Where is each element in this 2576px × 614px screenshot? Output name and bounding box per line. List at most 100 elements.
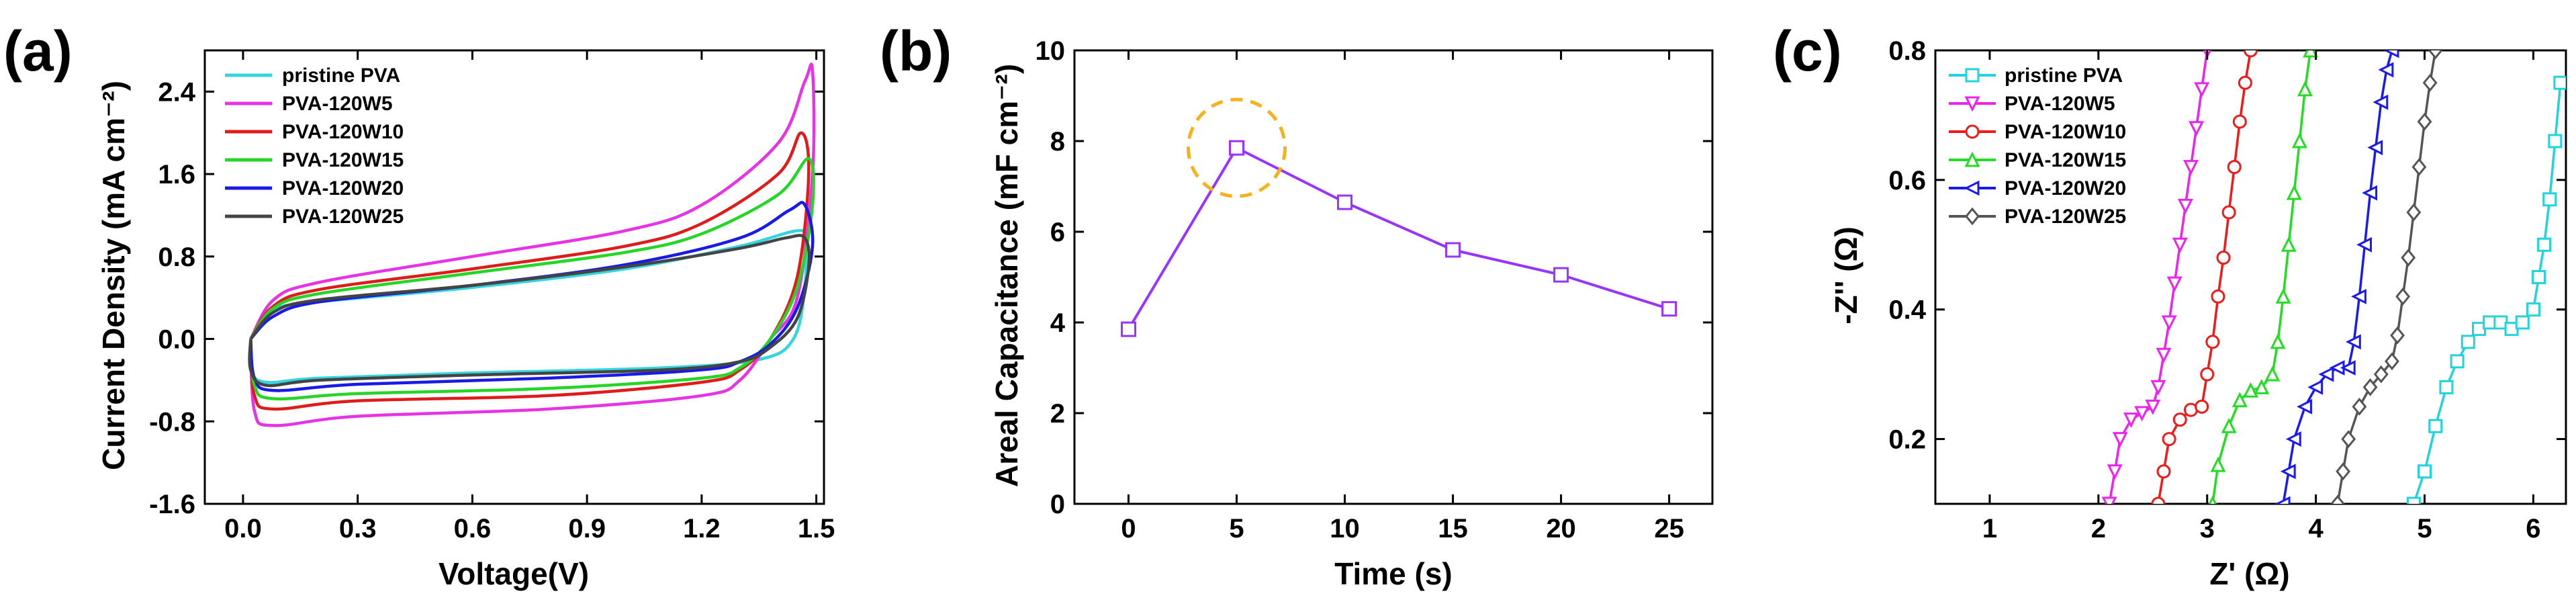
nyquist-point-4-8 bbox=[2345, 334, 2361, 350]
nyquist-point-2-14 bbox=[2244, 50, 2258, 58]
cv-loop-5 bbox=[248, 234, 811, 388]
nyquist-point-2-5 bbox=[2195, 399, 2209, 414]
x-tick-label: 3 bbox=[2200, 514, 2215, 543]
legend-marker-c-2 bbox=[1965, 124, 1980, 139]
nyquist-point-1-0 bbox=[2101, 496, 2117, 504]
nyquist-point-5-14 bbox=[2428, 50, 2443, 60]
nyquist-point-1-14 bbox=[2194, 82, 2210, 98]
nyquist-point-0-3 bbox=[2439, 380, 2454, 394]
nyquist-point-5-10 bbox=[2406, 203, 2422, 222]
nyquist-point-0-5 bbox=[2460, 335, 2475, 349]
nyquist-point-4-13 bbox=[2373, 94, 2389, 110]
nyquist-point-5-12 bbox=[2417, 112, 2432, 131]
legend-marker-c-0 bbox=[1965, 68, 1980, 83]
nyquist-point-2-8 bbox=[2211, 289, 2225, 304]
nyquist-point-4-15 bbox=[2383, 50, 2399, 58]
capacitance-line bbox=[1127, 146, 1670, 331]
nyquist-point-2-10 bbox=[2221, 205, 2236, 220]
y-tick-label: 0.0 bbox=[158, 325, 195, 355]
nyquist-point-4-12 bbox=[2367, 140, 2383, 156]
y-tick-label: -1.6 bbox=[149, 490, 195, 519]
nyquist-point-3-11 bbox=[2291, 132, 2307, 148]
nyquist-point-1-9 bbox=[2166, 276, 2182, 292]
legend-label-c: PVA-120W10 bbox=[2005, 121, 2126, 143]
nyquist-point-4-9 bbox=[2351, 289, 2366, 304]
nyquist-point-2-13 bbox=[2238, 75, 2252, 90]
nyquist-point-5-7 bbox=[2390, 326, 2405, 345]
panel-label-b: (b) bbox=[880, 19, 952, 83]
capacitance-point-1 bbox=[1229, 140, 1245, 156]
plot-frame-c bbox=[1934, 49, 2567, 505]
y-tick-label: 0.6 bbox=[1888, 166, 1926, 195]
x-tick-label: 0.0 bbox=[224, 514, 262, 543]
nyquist-point-5-1 bbox=[2336, 462, 2351, 481]
nyquist-point-4-10 bbox=[2356, 236, 2372, 253]
nyquist-point-1-13 bbox=[2189, 121, 2204, 137]
y-axis-title-a: Current Density (mA cm⁻²) bbox=[96, 81, 131, 470]
legend-label-c: PVA-120W25 bbox=[2005, 206, 2126, 228]
x-tick-label: 4 bbox=[2309, 514, 2324, 543]
x-tick-label: 5 bbox=[2417, 514, 2432, 543]
nyquist-point-0-16 bbox=[2553, 75, 2566, 90]
x-tick-label: 15 bbox=[1438, 514, 1468, 543]
nyquist-point-3-1 bbox=[2210, 456, 2226, 472]
nyquist-point-4-5 bbox=[2318, 366, 2334, 382]
nyquist-line-1 bbox=[2108, 50, 2209, 504]
nyquist-point-2-0 bbox=[2151, 496, 2166, 504]
y-tick-label: 0 bbox=[1050, 490, 1065, 519]
y-tick-label: 6 bbox=[1050, 218, 1065, 247]
panel-a-cv-chart: (a) 0.0 0.3 0.6 0.9 1.2 1.5 -1.6 -0.8 0.0 0.8 1.6 2… bbox=[3, 19, 835, 591]
nyquist-point-5-9 bbox=[2401, 249, 2416, 267]
nyquist-point-3-6 bbox=[2264, 365, 2281, 382]
nyquist-point-1-2 bbox=[2112, 432, 2128, 447]
nyquist-point-4-7 bbox=[2340, 360, 2356, 376]
y-axis-title-b: Areal Capacitance (mF cm⁻²) bbox=[989, 64, 1024, 487]
nyquist-point-1-7 bbox=[2156, 347, 2172, 363]
nyquist-line-0 bbox=[2412, 83, 2562, 504]
nyquist-point-0-15 bbox=[2548, 134, 2563, 148]
plot-frame-a bbox=[203, 49, 825, 505]
capacitance-point-4 bbox=[1553, 267, 1569, 283]
panel-label-c: (c) bbox=[1773, 19, 1842, 83]
legend-label-a: pristine PVA bbox=[282, 64, 400, 87]
nyquist-point-3-9 bbox=[2281, 236, 2297, 252]
nyquist-point-5-2 bbox=[2341, 430, 2356, 448]
x-tick-label: 10 bbox=[1330, 514, 1360, 543]
x-tick-label: 5 bbox=[1229, 514, 1244, 543]
capacitance-point-3 bbox=[1445, 242, 1461, 258]
x-tick-label: 6 bbox=[2526, 514, 2540, 543]
nyquist-point-1-1 bbox=[2107, 464, 2123, 480]
legend-label-a: PVA-120W20 bbox=[282, 177, 404, 200]
y-tick-label: 0.8 bbox=[1888, 36, 1926, 66]
nyquist-point-5-0 bbox=[2330, 494, 2345, 504]
x-tick-label: 20 bbox=[1546, 514, 1576, 543]
nyquist-point-2-11 bbox=[2227, 160, 2242, 175]
nyquist-point-5-5 bbox=[2373, 365, 2389, 384]
x-tick-label: 1 bbox=[1982, 514, 1997, 543]
legend-label-c: PVA-120W5 bbox=[2005, 93, 2115, 115]
nyquist-point-4-11 bbox=[2362, 185, 2378, 201]
x-tick-label: 0.6 bbox=[454, 514, 492, 543]
nyquist-point-1-3 bbox=[2123, 412, 2139, 428]
nyquist-point-3-7 bbox=[2270, 333, 2286, 349]
nyquist-point-3-12 bbox=[2297, 81, 2313, 97]
nyquist-point-3-3 bbox=[2232, 392, 2248, 408]
nyquist-point-0-2 bbox=[2428, 419, 2443, 433]
nyquist-point-5-3 bbox=[2352, 397, 2367, 416]
x-tick-label: 0.9 bbox=[568, 514, 606, 543]
nyquist-point-3-4 bbox=[2243, 382, 2258, 398]
nyquist-point-1-10 bbox=[2172, 237, 2188, 253]
legend-marker-c-1 bbox=[1964, 96, 1980, 112]
capacitance-point-5 bbox=[1661, 301, 1677, 317]
panel-b-capacitance-chart: (b) 0 5 10 15 20 25 0 2 4 6 8 10 Time (s) Areal Cap… bbox=[880, 19, 1714, 591]
nyquist-point-4-0 bbox=[2274, 496, 2291, 504]
nyquist-point-0-13 bbox=[2537, 237, 2552, 252]
legend-label-a: PVA-120W5 bbox=[282, 93, 393, 115]
nyquist-point-2-1 bbox=[2156, 464, 2171, 479]
cv-loop-2 bbox=[249, 131, 811, 411]
x-tick-label: 0 bbox=[1121, 514, 1136, 543]
nyquist-point-4-3 bbox=[2297, 398, 2312, 414]
legend-label-a: PVA-120W15 bbox=[282, 149, 404, 171]
x-tick-label: 25 bbox=[1654, 514, 1684, 543]
plot-frame-b bbox=[1073, 49, 1714, 505]
